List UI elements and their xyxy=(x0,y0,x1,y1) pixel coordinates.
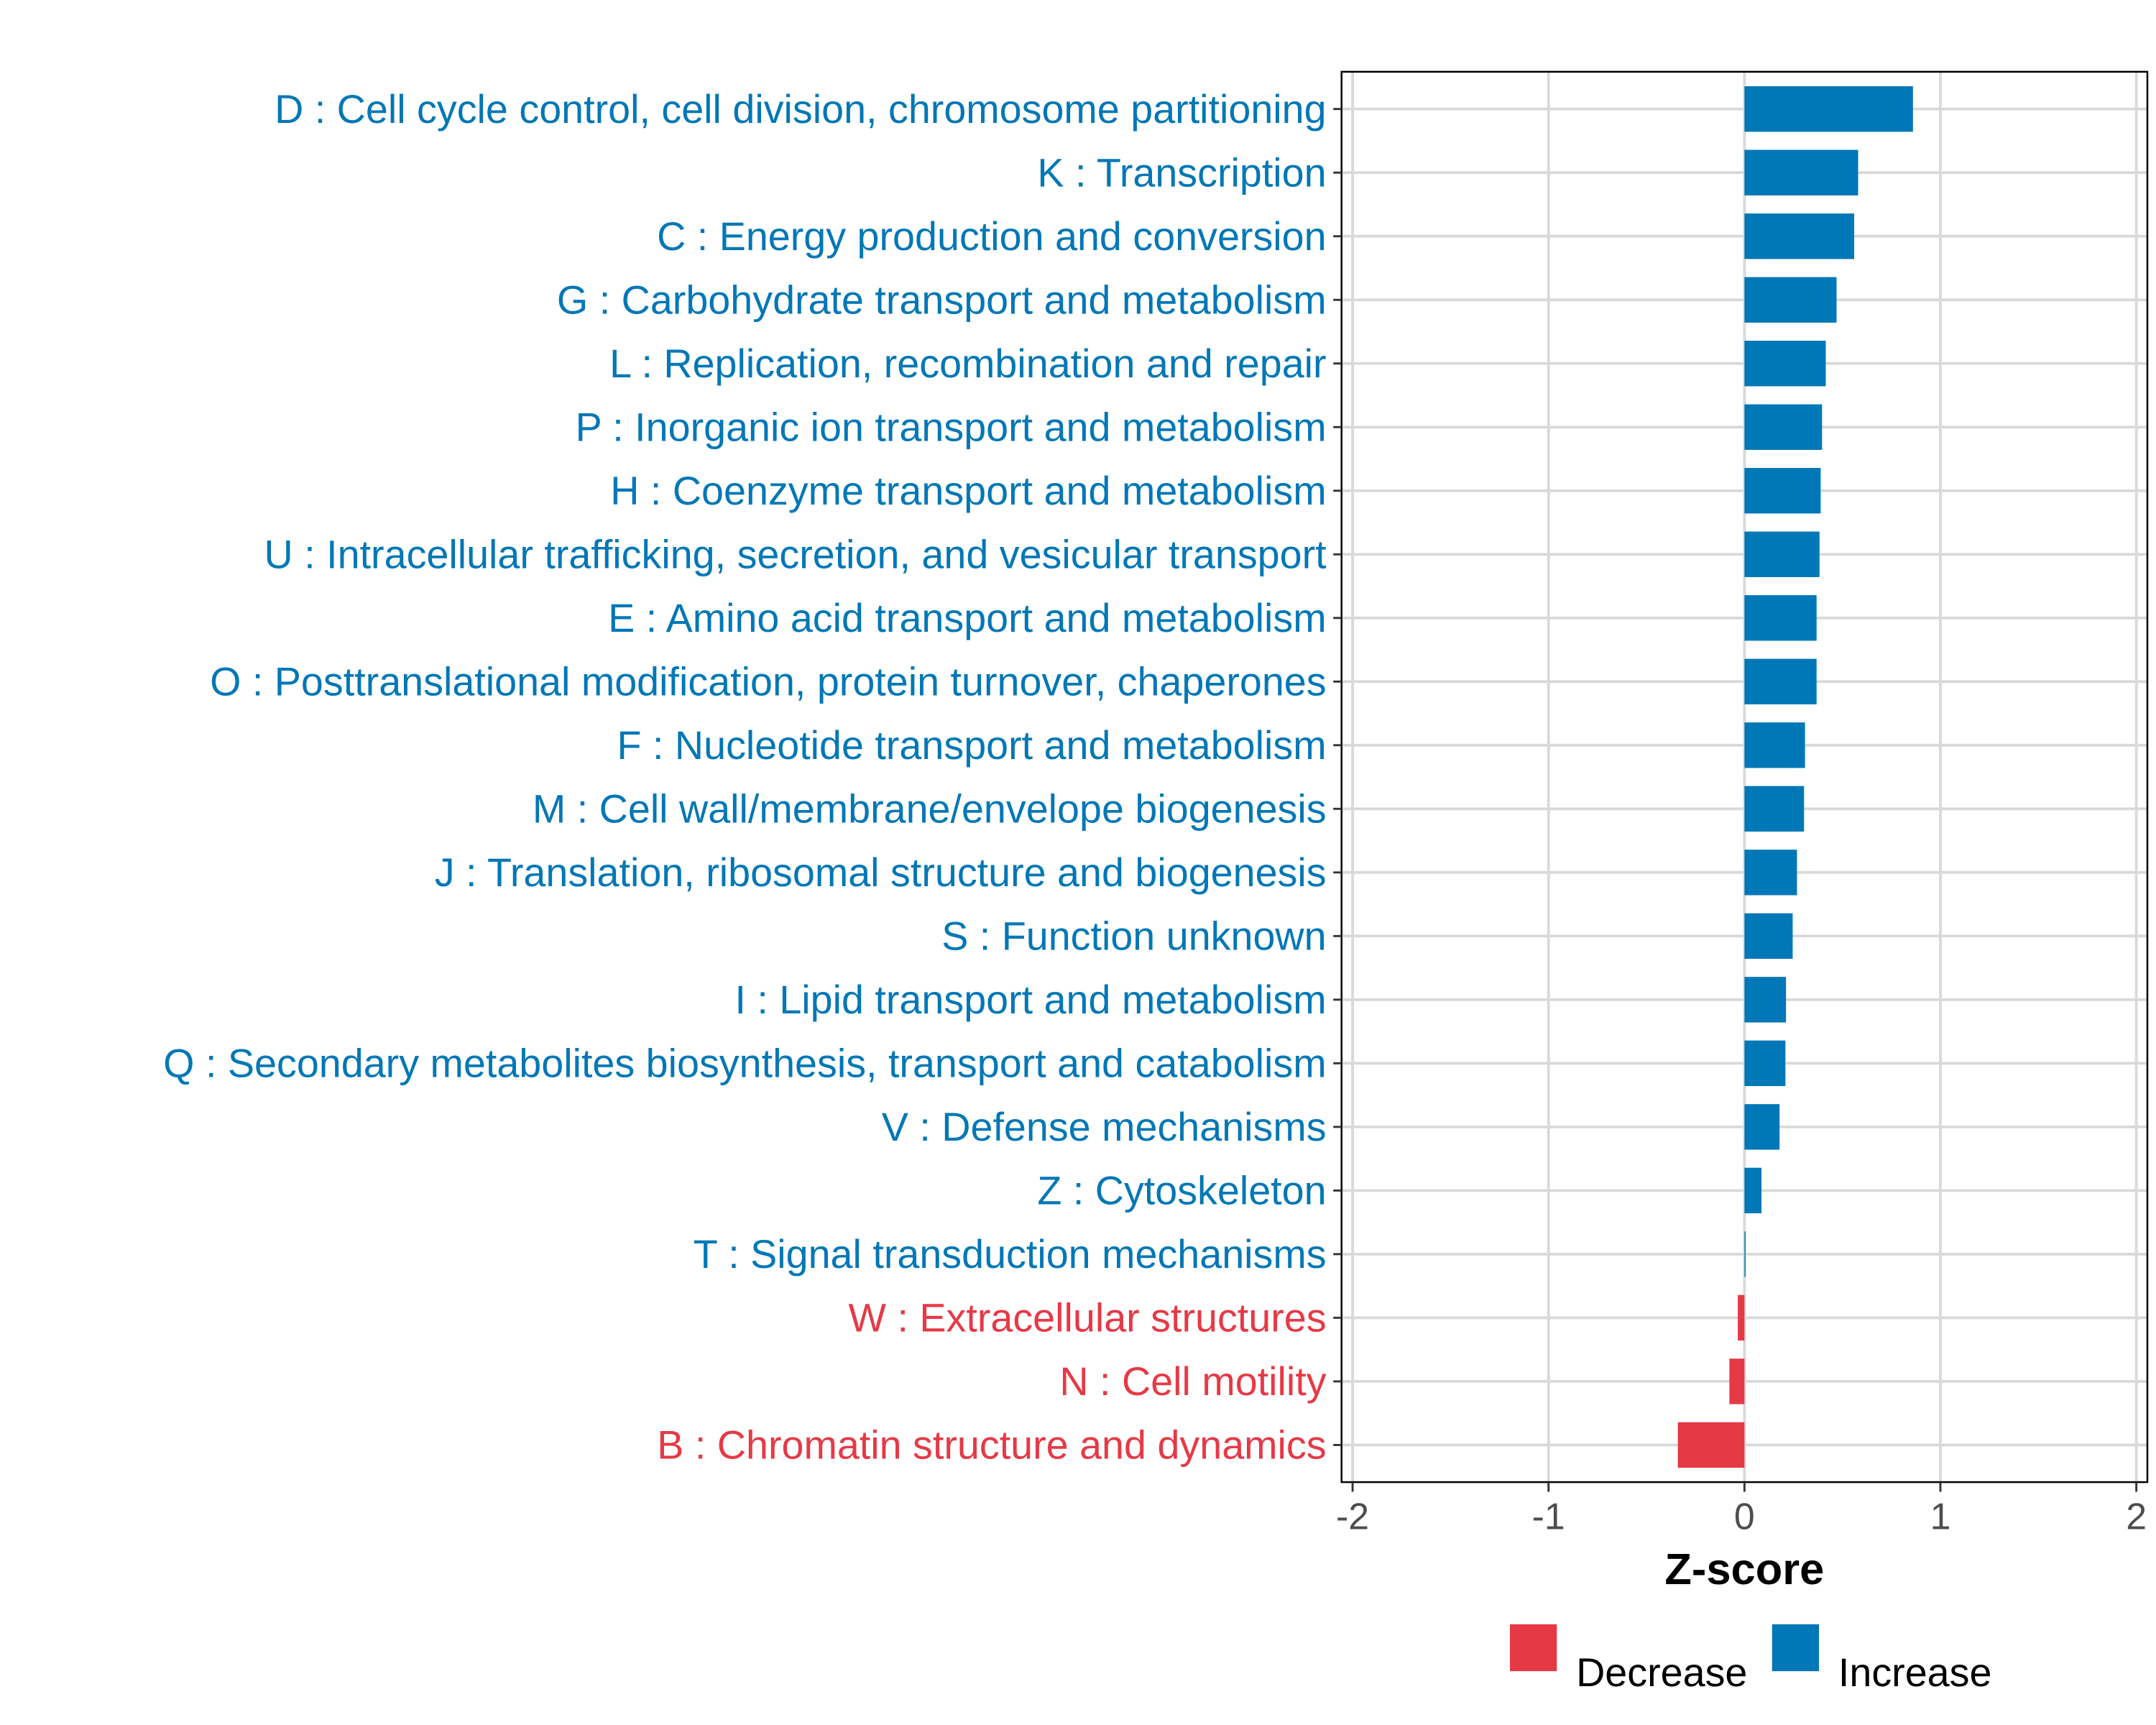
category-label: B : Chromatin structure and dynamics xyxy=(657,1423,1326,1468)
bar xyxy=(1744,213,1855,259)
category-label: P : Inorganic ion transport and metaboli… xyxy=(576,405,1327,449)
category-label: T : Signal transduction mechanisms xyxy=(694,1232,1327,1276)
bar xyxy=(1744,404,1823,450)
bar xyxy=(1677,1422,1745,1468)
category-label: J : Translation, ribosomal structure and… xyxy=(435,850,1327,895)
category-label: E : Amino acid transport and metabolism xyxy=(608,596,1326,640)
bar xyxy=(1744,1104,1780,1150)
bar xyxy=(1744,850,1797,896)
bar xyxy=(1744,658,1817,704)
legend-label-increase: Increase xyxy=(1838,1650,1992,1695)
x-axis-ticks: -2 -1 0 1 2 xyxy=(1336,1482,2147,1537)
bar xyxy=(1729,1358,1745,1404)
bar xyxy=(1744,150,1858,196)
x-tick-label: 0 xyxy=(1734,1495,1755,1537)
bar xyxy=(1744,277,1837,323)
category-label: G : Carbohydrate transport and metabolis… xyxy=(557,277,1327,322)
bar xyxy=(1744,1167,1762,1214)
bars xyxy=(1677,86,1913,1468)
legend-label-decrease: Decrease xyxy=(1576,1650,1747,1695)
category-label: H : Coenzyme transport and metabolism xyxy=(610,469,1326,513)
bar xyxy=(1744,341,1826,387)
category-label: W : Extracellular structures xyxy=(848,1296,1326,1340)
legend-swatch-decrease xyxy=(1509,1624,1557,1672)
category-label: K : Transcription xyxy=(1037,150,1326,195)
category-label: N : Cell motility xyxy=(1059,1359,1326,1404)
category-label: U : Intracellular trafficking, secretion… xyxy=(264,532,1327,576)
bar xyxy=(1744,977,1787,1023)
bar xyxy=(1744,531,1820,577)
x-tick-label: -1 xyxy=(1532,1495,1565,1537)
grid xyxy=(1341,71,2147,1483)
category-label: M : Cell wall/membrane/envelope biogenes… xyxy=(533,787,1327,832)
bar xyxy=(1744,913,1793,960)
bar xyxy=(1744,468,1821,514)
legend-swatch-increase xyxy=(1772,1624,1820,1672)
category-label: V : Defense mechanisms xyxy=(882,1105,1327,1149)
bar xyxy=(1744,722,1805,768)
category-label: F : Nucleotide transport and metabolism xyxy=(617,723,1327,768)
category-label: C : Energy production and conversion xyxy=(657,214,1327,259)
x-tick-label: 1 xyxy=(1930,1495,1951,1537)
bar xyxy=(1744,1231,1746,1277)
category-label: O : Posttranslational modification, prot… xyxy=(210,659,1327,704)
x-tick-label: -2 xyxy=(1336,1495,1369,1537)
category-label: Q : Secondary metabolites biosynthesis, … xyxy=(163,1041,1326,1086)
bar xyxy=(1744,86,1913,132)
x-axis-title: Z-score xyxy=(1664,1545,1824,1594)
y-axis-labels: D : Cell cycle control, cell division, c… xyxy=(163,87,1342,1468)
category-label: D : Cell cycle control, cell division, c… xyxy=(275,87,1327,132)
bar xyxy=(1744,786,1805,832)
bar xyxy=(1744,1040,1786,1087)
x-tick-label: 2 xyxy=(2126,1495,2147,1537)
legend: Decrease Increase xyxy=(1509,1624,1992,1695)
bar xyxy=(1738,1294,1745,1341)
category-label: L : Replication, recombination and repai… xyxy=(609,341,1327,386)
category-label: I : Lipid transport and metabolism xyxy=(734,978,1326,1022)
category-label: Z : Cytoskeleton xyxy=(1037,1169,1326,1213)
bar xyxy=(1744,595,1817,641)
category-label: S : Function unknown xyxy=(941,914,1326,959)
